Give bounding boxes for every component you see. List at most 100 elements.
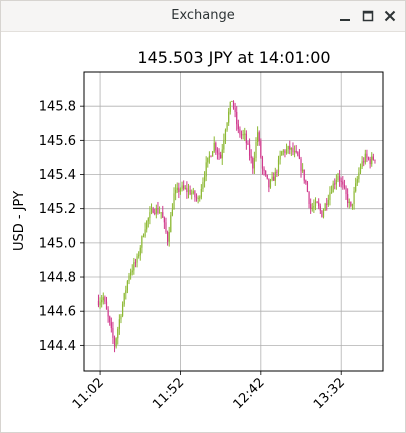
candle-body bbox=[157, 207, 159, 213]
candle-body bbox=[155, 207, 157, 214]
y-tick-label: 144.6 bbox=[39, 305, 76, 320]
candle-body bbox=[279, 155, 281, 160]
candle-body bbox=[308, 191, 310, 205]
candle-body bbox=[115, 338, 117, 347]
candle-body bbox=[186, 187, 188, 193]
candle-body bbox=[318, 202, 320, 207]
candle-body bbox=[139, 247, 141, 256]
minimize-button[interactable] bbox=[336, 7, 354, 25]
close-button[interactable] bbox=[381, 7, 399, 25]
y-tick-label: 145.8 bbox=[39, 100, 76, 115]
candle-body bbox=[104, 297, 106, 302]
candle-body bbox=[306, 182, 309, 192]
y-tick-label: 145.6 bbox=[39, 134, 76, 149]
candle-body bbox=[210, 156, 212, 158]
candle-body bbox=[351, 203, 354, 206]
candle-body bbox=[372, 156, 374, 160]
y-tick-label: 145.4 bbox=[39, 168, 76, 183]
candle-body bbox=[149, 212, 151, 219]
candle-body bbox=[347, 194, 349, 204]
candle-body bbox=[247, 143, 249, 145]
candle-body bbox=[131, 270, 133, 273]
candle-body bbox=[179, 189, 182, 193]
candle-body bbox=[215, 142, 217, 151]
candle-body bbox=[130, 272, 132, 276]
candle-body bbox=[184, 187, 186, 189]
maximize-button[interactable] bbox=[359, 7, 377, 25]
candle-body bbox=[128, 275, 130, 282]
candle-body bbox=[189, 189, 191, 195]
candle-body bbox=[168, 232, 170, 242]
candle-body bbox=[191, 193, 193, 195]
candle-body bbox=[113, 337, 116, 347]
candle-body bbox=[359, 166, 362, 173]
candle-body bbox=[123, 293, 125, 305]
candles bbox=[97, 100, 376, 353]
candle-body bbox=[248, 144, 251, 156]
candle-body bbox=[319, 206, 321, 211]
candle-body bbox=[223, 139, 225, 150]
candle-body bbox=[232, 100, 235, 109]
candle-body bbox=[109, 316, 111, 323]
close-icon bbox=[384, 10, 396, 22]
candle-body bbox=[321, 210, 323, 218]
candle-body bbox=[371, 156, 373, 165]
candle-body bbox=[126, 281, 129, 291]
candle-body bbox=[195, 197, 198, 199]
x-tick-label: 11:02 bbox=[70, 375, 107, 412]
candle-body bbox=[213, 142, 215, 152]
candle-body bbox=[197, 197, 199, 199]
candle-body bbox=[228, 111, 230, 123]
candle-body bbox=[166, 232, 169, 242]
candle-body bbox=[134, 262, 137, 264]
candle-body bbox=[287, 146, 289, 150]
x-tick-label: 11:52 bbox=[150, 375, 187, 412]
plot-frame bbox=[83, 71, 384, 372]
candle-body bbox=[330, 192, 333, 194]
candle-body bbox=[183, 185, 185, 189]
candle-body bbox=[194, 191, 196, 198]
candle-body bbox=[295, 150, 297, 153]
candle-body bbox=[353, 191, 355, 204]
candle-body bbox=[202, 181, 204, 190]
candle-body bbox=[345, 187, 347, 195]
candle-body bbox=[250, 155, 252, 159]
candle-body bbox=[226, 122, 228, 130]
exchange-rate-chart: 145.503 JPY at 14:01:00 USD - JPY 144.41… bbox=[12, 48, 384, 412]
candle-body bbox=[200, 189, 202, 198]
candle-body bbox=[170, 215, 172, 233]
candle-body bbox=[366, 153, 368, 158]
candle-body bbox=[350, 201, 352, 206]
candle-body bbox=[367, 157, 370, 160]
candle-body bbox=[118, 319, 120, 329]
candle-body bbox=[203, 176, 206, 182]
candle-body bbox=[165, 222, 167, 233]
candle-body bbox=[260, 141, 262, 158]
candle-body bbox=[252, 158, 254, 169]
candle-body bbox=[199, 197, 201, 199]
candle-body bbox=[374, 159, 376, 161]
candle-body bbox=[277, 159, 280, 173]
candle-body bbox=[105, 301, 108, 310]
candle-body bbox=[240, 134, 243, 136]
candle-body bbox=[212, 151, 214, 157]
candle-body bbox=[348, 201, 350, 204]
candle-body bbox=[273, 176, 275, 181]
candle-body bbox=[363, 161, 365, 163]
candle-body bbox=[313, 206, 315, 208]
candle-body bbox=[158, 212, 161, 214]
y-tick-label: 144.4 bbox=[39, 339, 76, 354]
minimize-icon bbox=[340, 19, 350, 21]
candle-body bbox=[163, 217, 165, 223]
candle-body bbox=[244, 133, 246, 135]
title-bar[interactable]: Exchange bbox=[1, 1, 405, 32]
candle-body bbox=[361, 161, 363, 167]
candle-body bbox=[234, 108, 236, 112]
candle-body bbox=[175, 190, 177, 194]
candle-body bbox=[268, 178, 270, 188]
candle-body bbox=[314, 202, 317, 207]
candle-body bbox=[355, 183, 357, 192]
candle-body bbox=[298, 155, 301, 159]
candle-body bbox=[176, 187, 178, 191]
candle-body bbox=[221, 149, 223, 159]
